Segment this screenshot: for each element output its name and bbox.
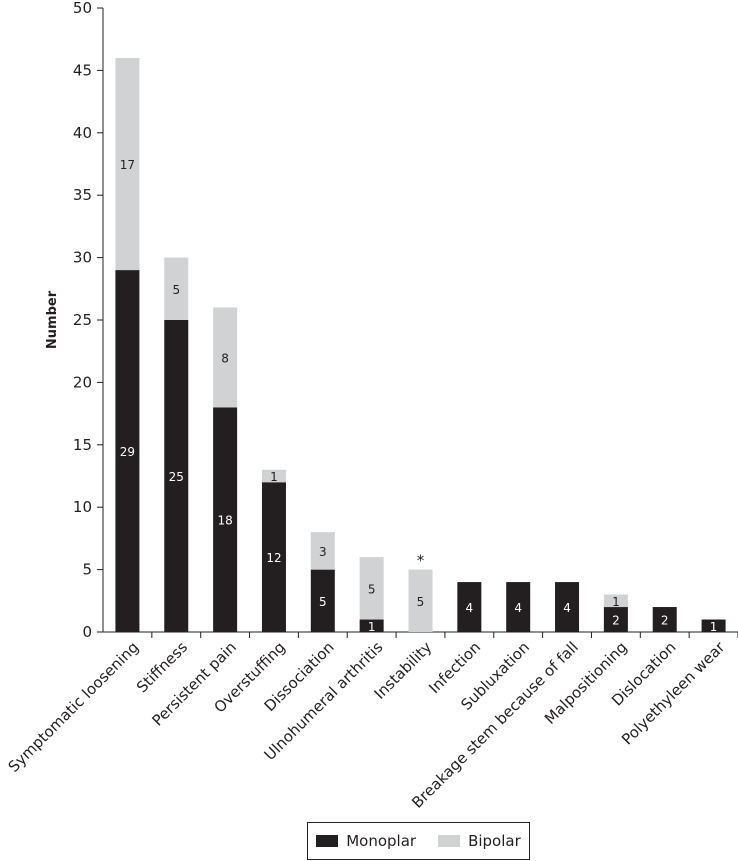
bar-bipolar-4 <box>310 532 335 570</box>
bar-monoplar-4 <box>310 569 335 632</box>
y-axis-title: Number <box>45 290 60 349</box>
y-tick-label-6: 30 <box>73 249 92 267</box>
data-label-monoplar-4: 5 <box>319 595 327 609</box>
data-label-bipolar-10: 1 <box>612 595 620 609</box>
data-label-bipolar-5: 5 <box>368 582 376 596</box>
bar-monoplar-11 <box>652 607 677 632</box>
bar-monoplar-8 <box>506 582 531 632</box>
data-label-monoplar-9: 4 <box>563 601 571 615</box>
bar-monoplar-5 <box>359 619 384 632</box>
data-label-bipolar-6: 5 <box>417 595 425 609</box>
bar-monoplar-3 <box>261 482 286 632</box>
data-label-monoplar-11: 2 <box>661 614 669 628</box>
bar-bipolar-0 <box>115 57 140 271</box>
bar-bipolar-2 <box>213 307 238 408</box>
y-tick-label-7: 35 <box>73 186 92 204</box>
legend-item-monoplar: Monoplar <box>316 832 416 850</box>
legend-item-bipolar: Bipolar <box>438 832 521 850</box>
bar-monoplar-0 <box>115 270 140 632</box>
bar-monoplar-10 <box>603 607 628 632</box>
data-label-monoplar-3: 12 <box>266 551 281 565</box>
data-label-bipolar-4: 3 <box>319 545 327 559</box>
data-label-monoplar-12: 1 <box>710 620 718 634</box>
bar-monoplar-1 <box>164 320 189 632</box>
x-category-label-0: Symptomatic loosening <box>5 638 143 776</box>
data-label-monoplar-1: 25 <box>169 470 184 484</box>
y-tick-label-10: 50 <box>73 0 92 17</box>
legend-label-monoplar: Monoplar <box>346 832 417 850</box>
x-category-label-2: Persistent pain <box>148 638 239 729</box>
data-label-bipolar-0: 17 <box>120 158 135 172</box>
legend-swatch-bipolar <box>438 835 461 847</box>
bar-bipolar-1 <box>164 257 189 320</box>
data-label-bipolar-2: 8 <box>221 351 229 365</box>
legend: Monoplar Bipolar <box>307 822 530 860</box>
data-label-monoplar-8: 4 <box>514 601 522 615</box>
y-tick-label-5: 25 <box>73 311 92 329</box>
bar-bipolar-5 <box>359 557 384 620</box>
bar-bipolar-6 <box>408 569 433 632</box>
data-label-monoplar-10: 2 <box>612 614 620 628</box>
legend-swatch-monoplar <box>316 835 339 847</box>
y-tick-label-8: 40 <box>73 124 92 142</box>
bar-monoplar-2 <box>213 407 238 632</box>
y-tick-label-9: 45 <box>73 61 92 79</box>
bar-bipolar-10 <box>603 594 628 608</box>
data-label-bipolar-1: 5 <box>172 283 180 297</box>
y-tick-label-1: 5 <box>82 561 92 579</box>
annotation-0: * <box>417 552 425 570</box>
data-label-monoplar-5: 1 <box>368 620 376 634</box>
bar-monoplar-9 <box>555 582 580 632</box>
legend-label-bipolar: Bipolar <box>468 832 521 850</box>
bar-monoplar-12 <box>701 619 726 632</box>
y-tick-label-3: 15 <box>73 436 92 454</box>
data-label-monoplar-0: 29 <box>120 445 135 459</box>
y-tick-label-0: 0 <box>82 623 92 641</box>
bar-bipolar-3 <box>261 469 286 483</box>
data-label-bipolar-3: 1 <box>270 470 278 484</box>
data-label-monoplar-7: 4 <box>466 601 474 615</box>
bar-chart: 05101520253035404550Number29172551881215… <box>5 0 738 812</box>
y-tick-label-2: 10 <box>73 498 92 516</box>
bar-monoplar-7 <box>457 582 482 632</box>
y-tick-label-4: 20 <box>73 373 92 391</box>
data-label-monoplar-2: 18 <box>217 514 232 528</box>
